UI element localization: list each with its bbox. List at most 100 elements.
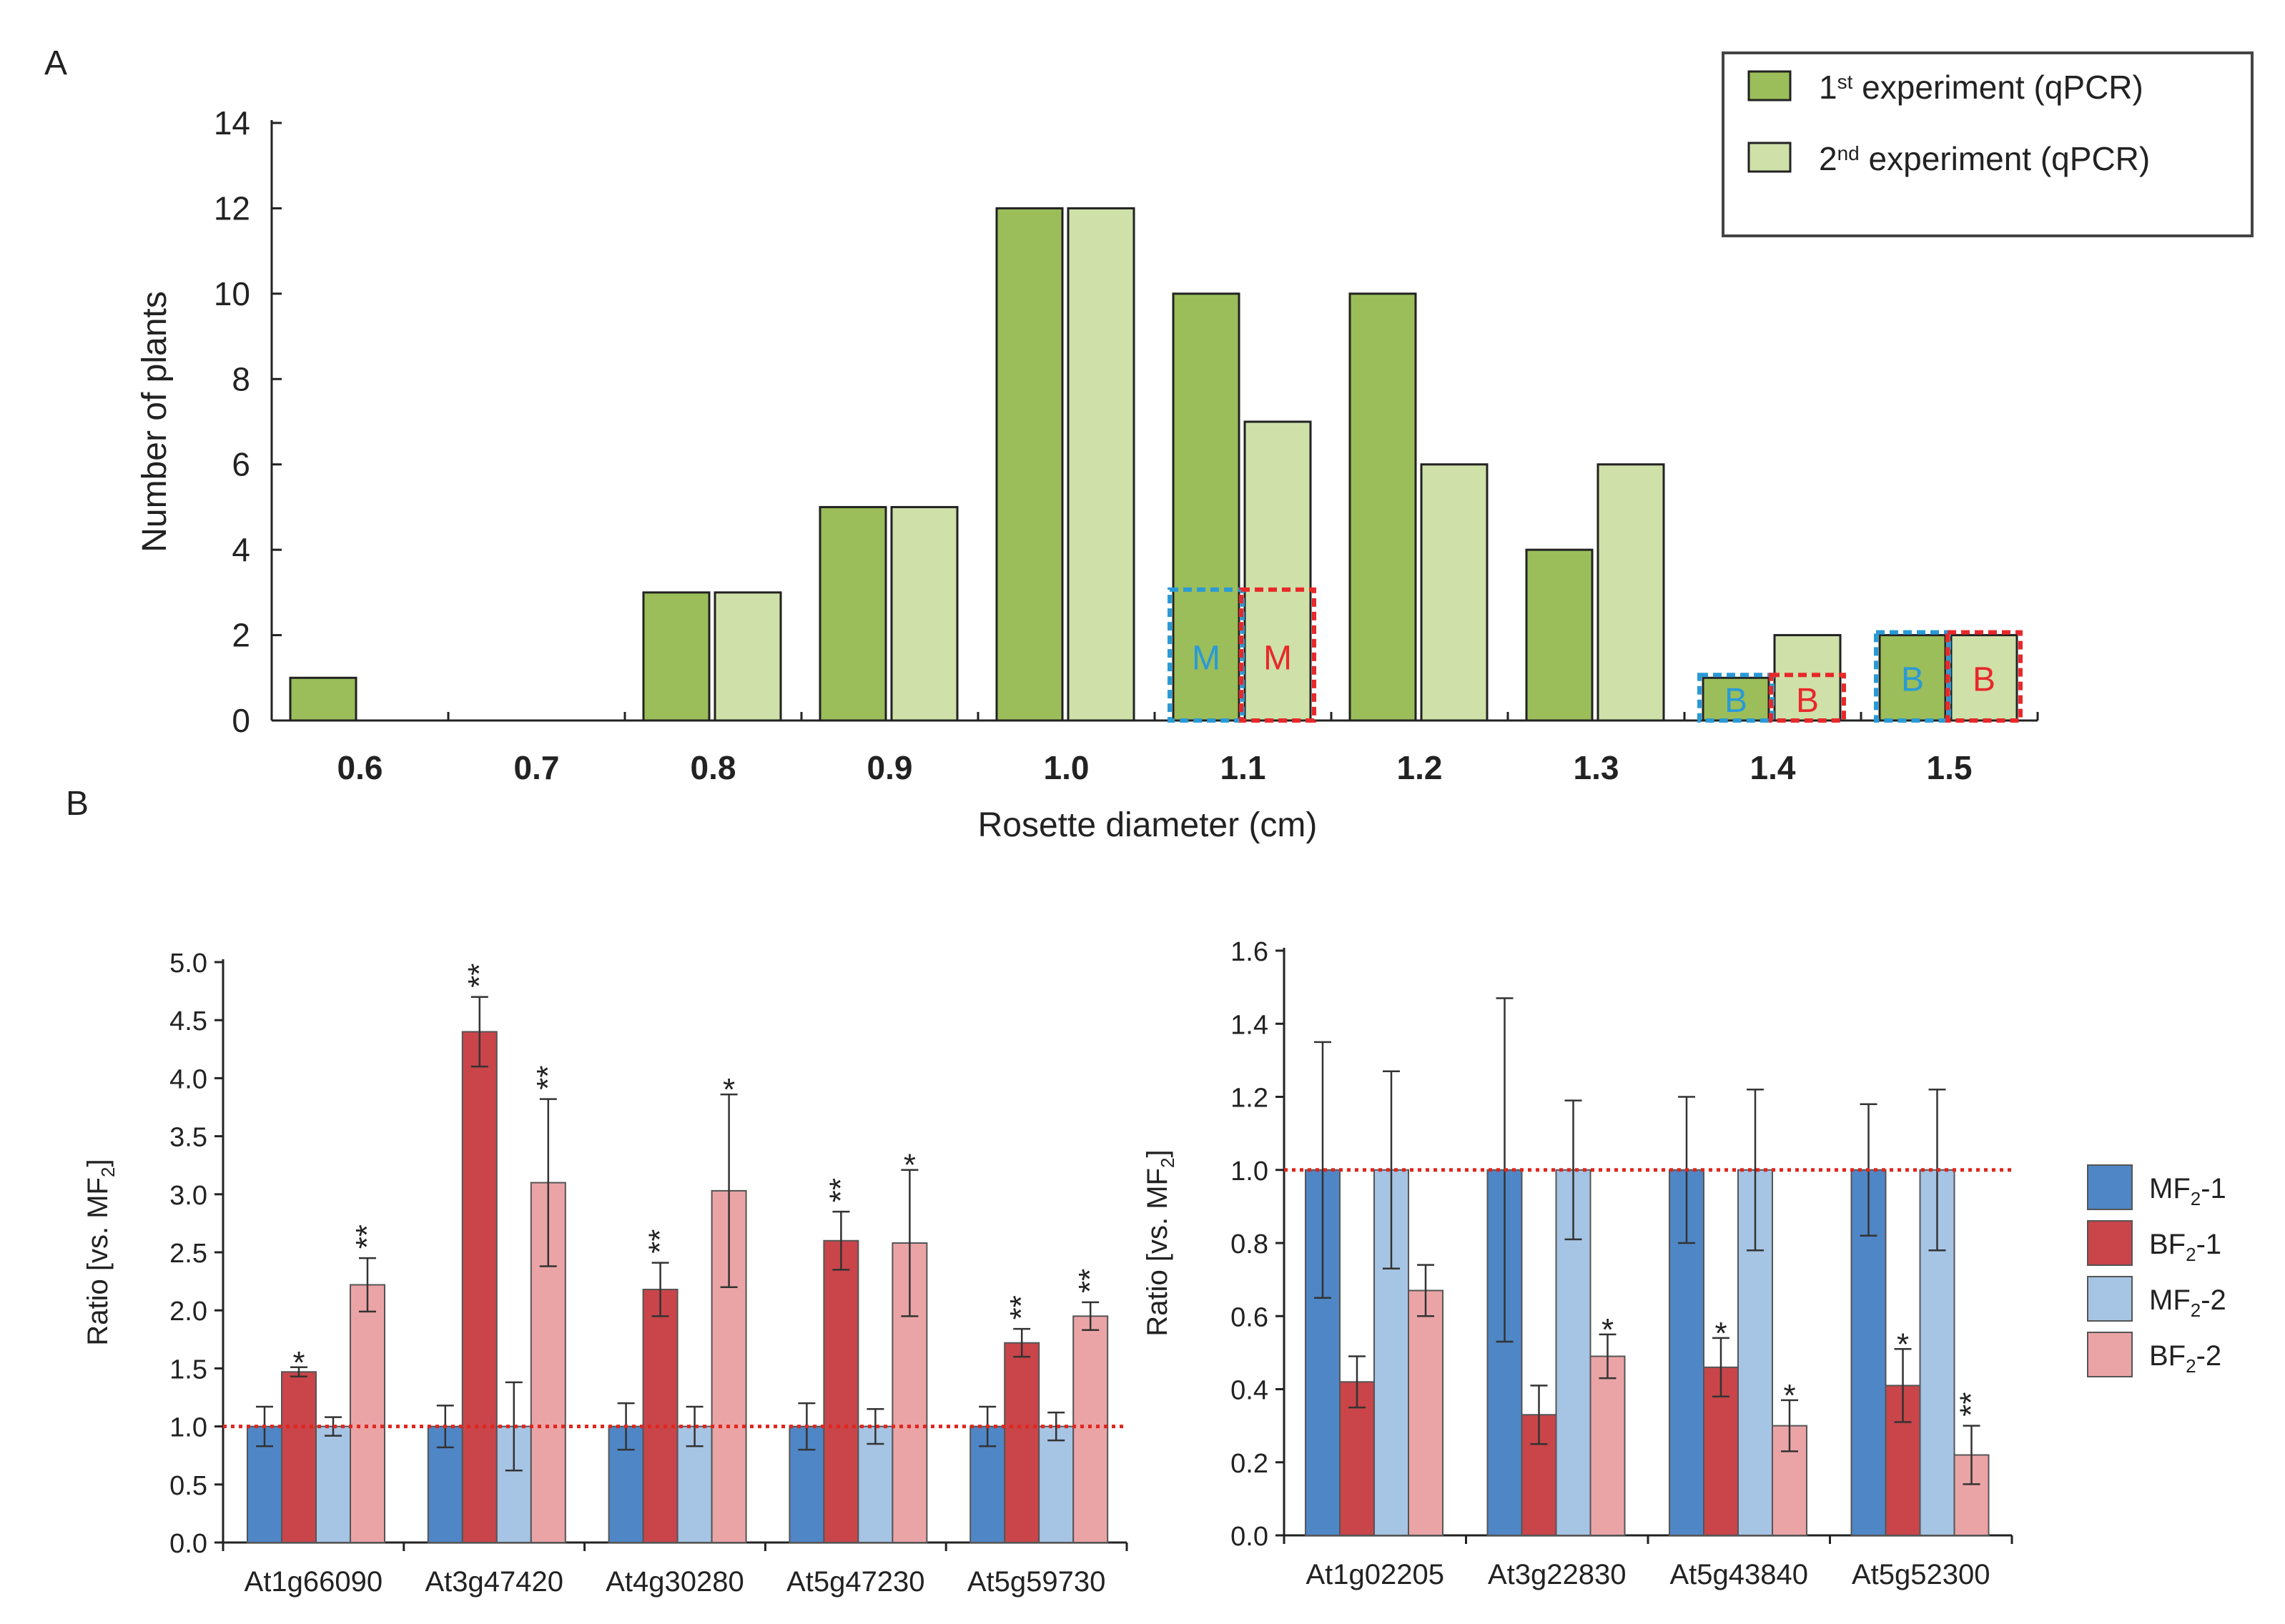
legend-swatch bbox=[2087, 1164, 2133, 1210]
bar-second bbox=[1773, 634, 1842, 722]
bar-bf2-1 bbox=[823, 1239, 859, 1543]
legend-label: 1st experiment (qPCR) bbox=[1819, 69, 2143, 106]
x-tick-label: At1g66090 bbox=[245, 1566, 383, 1598]
bar-bf2-2 bbox=[350, 1284, 385, 1544]
significance-mark: ** bbox=[1004, 1295, 1039, 1320]
chart-b-right: 0.0 0.2 0.4 0.6 0.8 1.0 1.2 1.4 1.6 At1g02205 At3g… bbox=[1142, 937, 2226, 1590]
x-tick-label: At5g47230 bbox=[786, 1566, 925, 1598]
y-axis-title: Number of plants bbox=[136, 291, 174, 553]
legend-frame bbox=[1722, 51, 2254, 237]
legend: 1st experiment (qPCR) 2nd experiment (qPC… bbox=[1722, 51, 2254, 237]
x-axis-title: Rosette diameter (cm) bbox=[978, 806, 1318, 844]
selection-box-b bbox=[1769, 673, 1846, 723]
y-tick-label: 0.0 bbox=[169, 1529, 207, 1559]
legend-label: 2nd experiment (qPCR) bbox=[1819, 140, 2150, 177]
panel-label-a: A bbox=[44, 44, 67, 82]
y-tick-label: 10 bbox=[214, 275, 250, 312]
bar-first bbox=[289, 676, 357, 722]
bar-first bbox=[1702, 676, 1770, 722]
selection-label: B bbox=[1724, 682, 1747, 720]
bar-bf2-2 bbox=[1408, 1289, 1443, 1537]
bar-second bbox=[1243, 420, 1312, 722]
y-tick-label: 1.2 bbox=[1230, 1084, 1268, 1114]
y-tick-label: 0.8 bbox=[1230, 1229, 1268, 1259]
significance-mark: * bbox=[904, 1148, 916, 1183]
bar-bf2-1 bbox=[281, 1371, 317, 1543]
y-tick-label: 12 bbox=[214, 189, 250, 227]
selection-label: B bbox=[1901, 660, 1924, 698]
legend-swatch bbox=[1747, 142, 1792, 173]
selection-box-b bbox=[1697, 673, 1775, 723]
bar-first bbox=[819, 505, 887, 722]
y-tick-label: 1.4 bbox=[1230, 1010, 1268, 1040]
bar-first bbox=[995, 207, 1064, 722]
bar-mf2-2 bbox=[1038, 1425, 1075, 1543]
y-tick-label: 2 bbox=[232, 617, 250, 654]
bar-first bbox=[1348, 292, 1417, 722]
y-axis-title: Ratio [vs. MF2] bbox=[1142, 1149, 1178, 1336]
bar-second bbox=[1420, 463, 1489, 722]
x-tick-label: 0.7 bbox=[514, 749, 560, 786]
y-tick-label: 8 bbox=[232, 360, 250, 397]
y-tick-label: 3.0 bbox=[169, 1181, 207, 1211]
selection-label: B bbox=[1796, 682, 1819, 720]
bar-bf2-2 bbox=[530, 1182, 566, 1544]
significance-mark: * bbox=[723, 1072, 735, 1107]
legend-swatch bbox=[2087, 1276, 2133, 1322]
significance-mark: * bbox=[1897, 1327, 1909, 1362]
x-tick-label: At3g22830 bbox=[1488, 1559, 1627, 1590]
y-tick-label: 0.0 bbox=[1230, 1522, 1268, 1552]
bar-first bbox=[1525, 548, 1594, 722]
selection-box-m bbox=[1239, 587, 1316, 723]
selection-label: B bbox=[1973, 660, 1995, 698]
significance-mark: ** bbox=[823, 1178, 858, 1202]
significance-mark: ** bbox=[530, 1066, 566, 1090]
y-tick-label: 0.6 bbox=[1230, 1302, 1268, 1332]
legend-label: BF2-1 bbox=[2149, 1229, 2221, 1265]
selection-label: M bbox=[1263, 639, 1292, 677]
y-tick-label: 2.5 bbox=[169, 1239, 207, 1269]
legend-swatch bbox=[1747, 70, 1792, 102]
x-tick-label: 0.6 bbox=[337, 749, 383, 786]
significance-mark: ** bbox=[462, 964, 497, 988]
x-tick-label: At4g30280 bbox=[606, 1566, 744, 1598]
x-tick-label: At1g02205 bbox=[1306, 1559, 1444, 1590]
significance-mark: ** bbox=[1072, 1269, 1107, 1293]
chart-b-left: 0.0 0.5 1.0 1.5 2.0 2.5 3.0 3.5 4.0 4.5 5.0 At1g660… bbox=[82, 949, 1128, 1598]
bar-bf2-1 bbox=[1004, 1342, 1040, 1543]
significance-mark: ** bbox=[350, 1224, 385, 1249]
bar-second bbox=[714, 591, 782, 722]
legend-swatch bbox=[2087, 1220, 2133, 1266]
selection-label: M bbox=[1192, 639, 1220, 677]
significance-mark: * bbox=[292, 1345, 305, 1380]
bar-first bbox=[1878, 634, 1947, 722]
chart-a: 0 2 4 6 8 10 12 14 0.6 0.7 0.8 0.9 1.0 1.1 1.2 1.3 1.4 1.… bbox=[136, 51, 2254, 844]
bar-first bbox=[1172, 292, 1240, 722]
y-tick-label: 5.0 bbox=[169, 949, 207, 979]
y-tick-label: 1.0 bbox=[1230, 1157, 1268, 1187]
bar-mf2-2 bbox=[315, 1425, 351, 1543]
legend-b: MF2-1 BF2-1 MF2-2 BF2-2 bbox=[2087, 1164, 2226, 1377]
y-tick-label: 0.4 bbox=[1230, 1376, 1268, 1406]
y-tick-label: 0.5 bbox=[169, 1471, 207, 1501]
y-tick-label: 0 bbox=[232, 702, 250, 739]
significance-mark: * bbox=[1714, 1316, 1727, 1351]
x-tick-label: At5g59730 bbox=[967, 1566, 1106, 1598]
y-tick-label: 4.5 bbox=[169, 1006, 207, 1036]
panel-label-b: B bbox=[66, 785, 89, 823]
y-tick-label: 4 bbox=[232, 531, 250, 568]
x-tick-label: 0.8 bbox=[691, 749, 736, 786]
bar-bf2-1 bbox=[642, 1288, 678, 1544]
bar-second bbox=[1067, 207, 1135, 722]
bar-bf2-2 bbox=[1589, 1355, 1626, 1537]
x-tick-label: At5g43840 bbox=[1669, 1559, 1808, 1590]
y-tick-label: 1.6 bbox=[1230, 937, 1268, 967]
bar-second bbox=[890, 505, 959, 722]
significance-mark: ** bbox=[1954, 1392, 1989, 1417]
y-tick-label: 0.2 bbox=[1230, 1449, 1268, 1479]
x-tick-label: 1.2 bbox=[1397, 749, 1443, 786]
legend-label: BF2-2 bbox=[2149, 1340, 2221, 1377]
x-tick-label: 1.1 bbox=[1220, 749, 1266, 786]
bar-bf2-1 bbox=[461, 1031, 498, 1543]
